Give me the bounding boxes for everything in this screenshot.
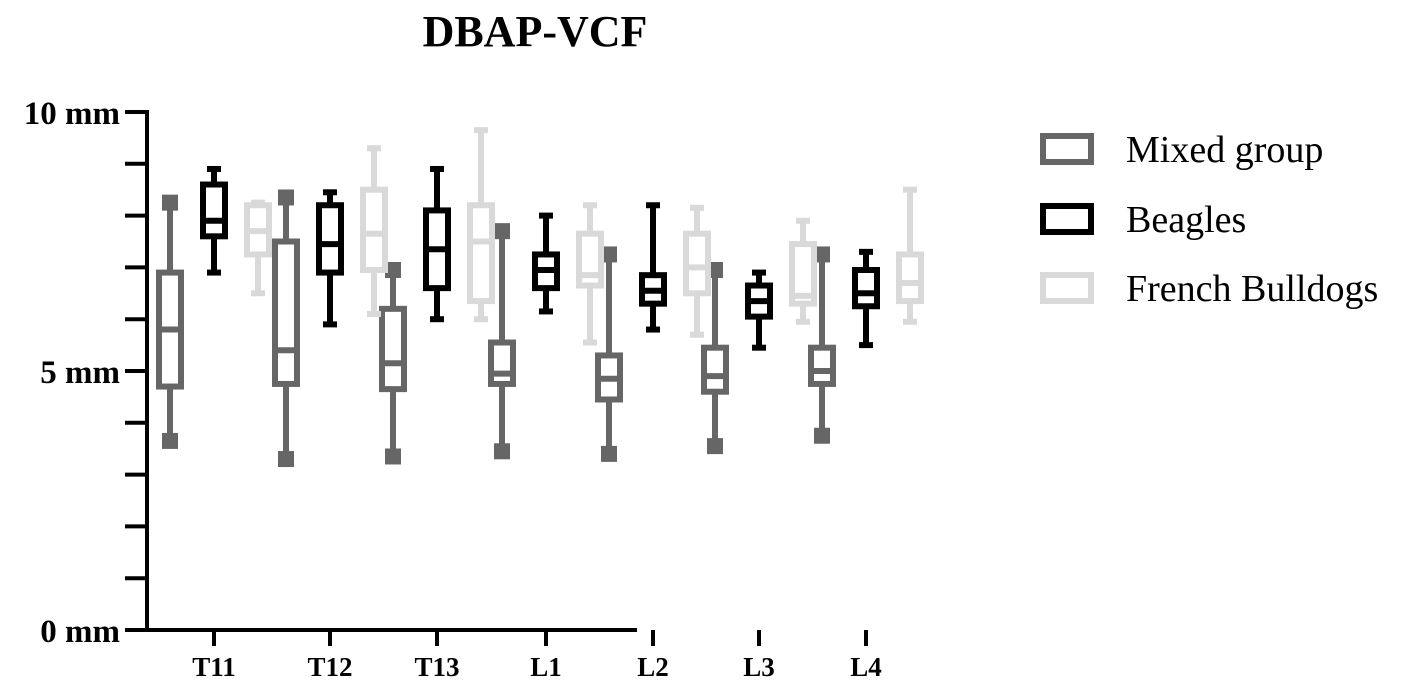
box-iqr (701, 344, 729, 395)
x-tick-label: T12 (307, 652, 352, 682)
box-T11 (156, 194, 184, 449)
whisker-cap-max (494, 223, 510, 240)
box-iqr (789, 241, 817, 307)
x-tick-label: T13 (414, 652, 459, 682)
series-mixed-group (156, 189, 836, 468)
whisker-cap-max (162, 194, 178, 211)
legend-item: Beagles (1040, 199, 1246, 241)
box-iqr (316, 202, 344, 276)
y-tick-label: 10 mm (24, 96, 120, 132)
box-iqr (200, 181, 228, 240)
box-T12 (360, 145, 388, 318)
box-L1 (576, 202, 604, 346)
whisker-cap-min (278, 451, 294, 468)
box-L4 (808, 246, 836, 444)
box-T13 (379, 261, 407, 465)
box-L2 (639, 202, 667, 333)
legend-item: French Bulldogs (1040, 268, 1378, 310)
whisker-cap-min (707, 438, 723, 455)
x-tick-label: L1 (530, 652, 562, 682)
box-iqr (272, 238, 300, 387)
chart-title: DBAP-VCF (423, 7, 648, 56)
whisker-cap-max (601, 246, 617, 263)
whisker-cap-min (814, 427, 830, 444)
box-L4 (852, 248, 880, 349)
box-iqr (360, 186, 388, 273)
legend-item: Mixed group (1040, 129, 1323, 171)
axes: 0 mm 5 mm 10 mm T11 T12 T13 L1 L2 L3 L4 (24, 96, 882, 682)
box-L2 (683, 204, 711, 338)
legend: Mixed group Beagles French Bulldogs (1040, 129, 1378, 310)
y-tick-label: 0 mm (40, 614, 120, 650)
box-iqr (467, 202, 495, 305)
whisker-cap-min (385, 448, 401, 465)
box-T11 (200, 165, 228, 276)
y-tick-label: 5 mm (40, 355, 120, 391)
box-L4 (896, 186, 924, 325)
box-L3 (745, 269, 773, 351)
whisker-cap-max (278, 189, 294, 206)
box-iqr (683, 230, 711, 297)
series-beagles (200, 165, 880, 351)
box-iqr (852, 266, 880, 310)
box-L1 (532, 212, 560, 315)
box-L2 (595, 246, 623, 462)
box-iqr (896, 251, 924, 305)
box-L3 (789, 217, 817, 325)
legend-label: Beagles (1126, 199, 1246, 241)
box-series (156, 127, 924, 468)
box-iqr (808, 344, 836, 387)
legend-label: Mixed group (1126, 129, 1323, 171)
box-iqr (379, 305, 407, 393)
x-tick-label: L2 (637, 652, 669, 682)
whisker-cap-max (814, 246, 830, 263)
box-T12 (272, 189, 300, 468)
x-tick-label: L4 (850, 652, 882, 682)
box-T13 (423, 165, 451, 323)
box-L1 (488, 223, 516, 460)
box-T12 (316, 189, 344, 328)
legend-label: French Bulldogs (1126, 268, 1378, 310)
legend-swatch (1040, 272, 1094, 304)
legend-swatch (1040, 203, 1094, 235)
whisker-cap-min (162, 432, 178, 449)
series-french-bulldogs (244, 127, 924, 346)
box-T11 (244, 199, 272, 297)
box-T13 (467, 127, 495, 323)
legend-swatch (1040, 133, 1094, 165)
whisker-cap-min (601, 445, 617, 462)
x-tick-label: L3 (743, 652, 775, 682)
whisker-cap-max (385, 261, 401, 278)
box-iqr (488, 339, 516, 387)
box-L3 (701, 261, 729, 455)
x-tick-label: T11 (192, 652, 236, 682)
whisker-cap-min (494, 443, 510, 460)
